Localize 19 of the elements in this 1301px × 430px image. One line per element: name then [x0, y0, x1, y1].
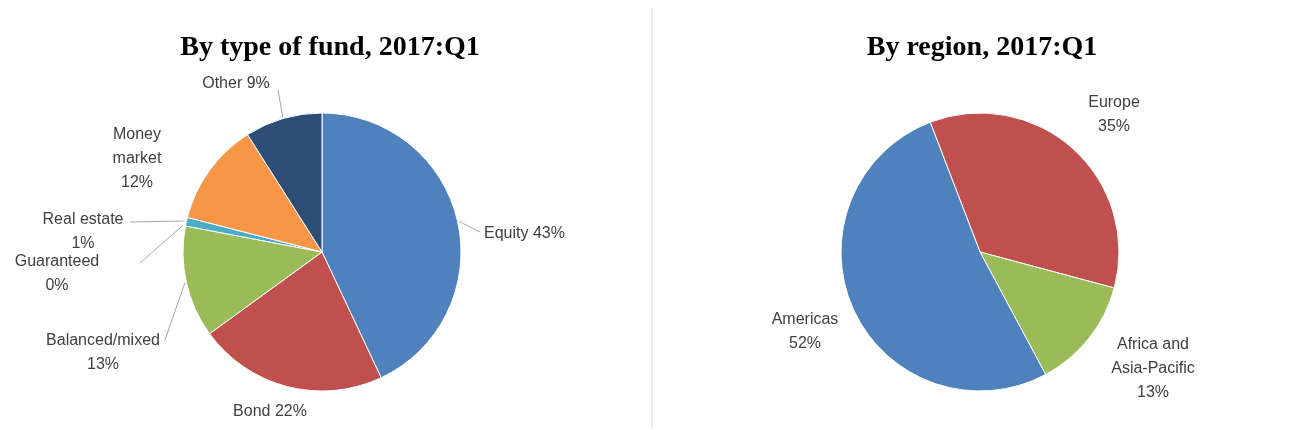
slice-label: Other 9% — [202, 74, 270, 91]
text: 0% — [45, 276, 69, 293]
category-label: Guaranteed — [14, 252, 100, 269]
data-label: 13% — [86, 355, 120, 372]
data-label: 12% — [120, 173, 154, 190]
slice-label: Equity 43% — [484, 224, 565, 241]
data-label: 1% — [71, 234, 95, 251]
slice-label: Real estate — [42, 210, 124, 227]
slice-label: Money market — [112, 125, 162, 166]
data-label: 13% — [1136, 383, 1170, 400]
slice-label: Bond 22% — [233, 402, 307, 419]
slice-label: Europe — [1088, 93, 1140, 110]
slice-label: Africa and Asia-Pacific — [1111, 335, 1195, 376]
chart-title: By type of fund, 2017:Q1 — [180, 30, 480, 61]
data-label: 35% — [1097, 117, 1131, 134]
chart-title: By region, 2017:Q1 — [866, 30, 1098, 61]
slice-label: Americas — [771, 310, 839, 327]
slice-label: Balanced/mixed — [46, 331, 160, 348]
data-label: 52% — [788, 334, 822, 351]
